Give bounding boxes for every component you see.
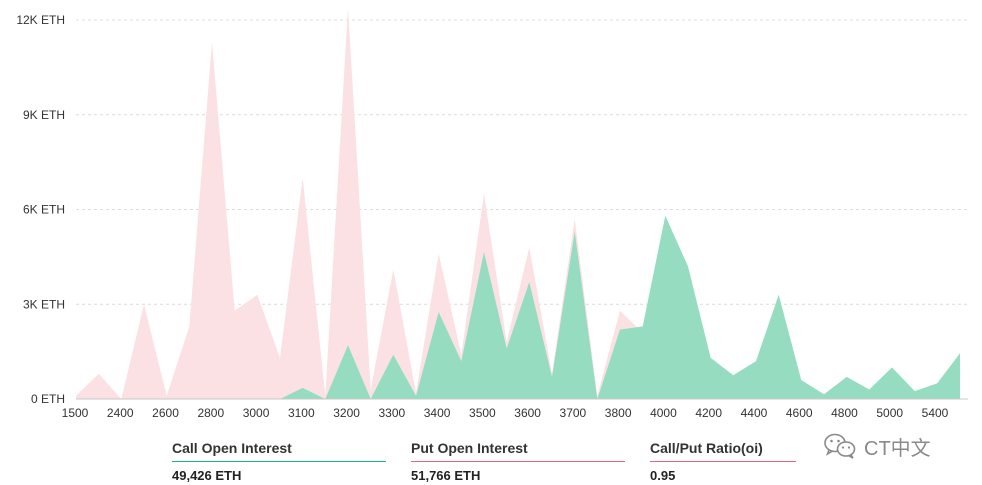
x-tick-label: 3600 — [514, 406, 541, 420]
x-tick-label: 3000 — [243, 406, 270, 420]
ratio-label: Call/Put Ratio(oi) — [650, 440, 763, 456]
x-tick-label: 4800 — [831, 406, 858, 420]
x-tick-label: 2400 — [107, 406, 134, 420]
put-oi-rule — [411, 461, 625, 462]
put-oi-label: Put Open Interest — [411, 440, 528, 456]
x-tick-label: 3200 — [333, 406, 360, 420]
call-oi-stat: Call Open Interest 49,426 ETH — [172, 440, 386, 483]
watermark: CT中文 — [823, 429, 931, 463]
put-oi-value: 51,766 ETH — [411, 468, 481, 483]
x-tick-label: 5000 — [876, 406, 903, 420]
x-axis-ticks: 1500 2400 2600 2800 3000 3100 3200 3300 3400 3500… — [62, 406, 949, 420]
ratio-stat: Call/Put Ratio(oi) 0.95 — [650, 440, 796, 483]
wechat-icon — [824, 433, 856, 459]
y-tick-label: 0 ETH — [31, 392, 65, 406]
call-oi-rule — [172, 461, 386, 462]
call-oi-label: Call Open Interest — [172, 440, 292, 456]
x-tick-label: 3400 — [424, 406, 451, 420]
x-tick-label: 4200 — [695, 406, 722, 420]
x-tick-label: 2800 — [197, 406, 224, 420]
call-oi-area — [76, 215, 960, 399]
x-tick-label: 5400 — [922, 406, 949, 420]
x-tick-label: 4600 — [786, 406, 813, 420]
x-tick-label: 2600 — [152, 406, 179, 420]
y-tick-label: 9K ETH — [23, 108, 65, 122]
watermark-text: CT中文 — [864, 437, 931, 460]
y-tick-label: 3K ETH — [23, 297, 65, 311]
ratio-value: 0.95 — [650, 468, 676, 483]
x-tick-label: 3500 — [469, 406, 496, 420]
x-tick-label: 3700 — [560, 406, 587, 420]
series-areas — [76, 7, 968, 400]
x-tick-label: 3100 — [288, 406, 315, 420]
x-tick-label: 4000 — [650, 406, 677, 420]
put-oi-area — [76, 7, 960, 400]
y-tick-label: 6K ETH — [23, 203, 65, 217]
call-oi-value: 49,426 ETH — [172, 468, 242, 483]
y-axis-ticks: 0 ETH 3K ETH 6K ETH 9K ETH 12K ETH — [16, 13, 65, 406]
x-tick-label: 4400 — [741, 406, 768, 420]
x-tick-label: 3300 — [378, 406, 405, 420]
ratio-rule — [650, 461, 796, 462]
oi-area-chart: 0 ETH 3K ETH 6K ETH 9K ETH 12K ETH 1500 2400 2… — [16, 7, 968, 420]
x-tick-label: 1500 — [62, 406, 89, 420]
x-tick-label: 3800 — [605, 406, 632, 420]
y-tick-label: 12K ETH — [16, 13, 65, 27]
put-oi-stat: Put Open Interest 51,766 ETH — [411, 440, 625, 483]
